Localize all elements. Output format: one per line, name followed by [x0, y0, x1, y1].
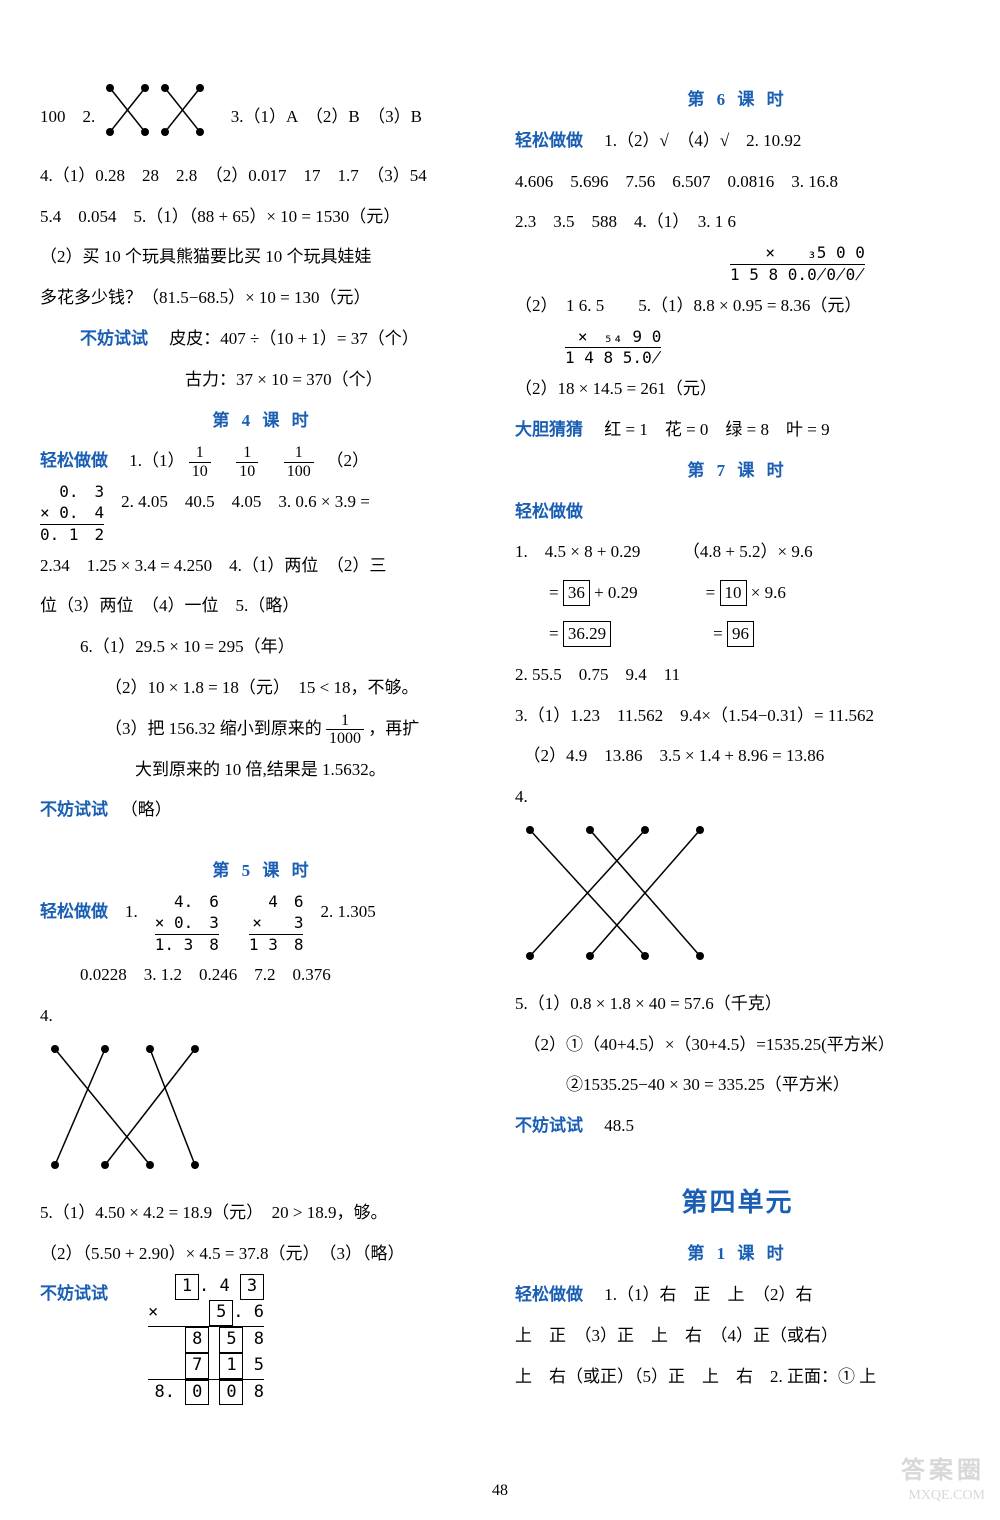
try-it-label: 不妨试试 — [40, 800, 108, 819]
text: 0.0228 3. 1.2 0.246 7.2 0.376 — [40, 955, 485, 996]
text: 1.（1） — [112, 451, 184, 470]
text: 5.4 0.054 5.（1）（88 + 65）× 10 = 1530（元） — [40, 197, 485, 238]
try-it-2: 不妨试试 （略） — [40, 790, 485, 831]
lesson-5-title: 第 5 课 时 — [40, 851, 485, 892]
text: 2.3 3.5 588 4.（1） 3. 1 6 — [515, 202, 960, 243]
watermark-line2: MXQE.COM — [901, 1487, 985, 1505]
boxed-line: = 36.29 = 96 — [515, 614, 960, 655]
fraction: 110 — [189, 444, 211, 480]
text: 红 = 1 花 = 0 绿 = 8 叶 = 9 — [587, 420, 829, 439]
line-1: 100 2. 3.（1）A （2）B （3）B — [40, 80, 485, 156]
text: 100 2. — [40, 107, 95, 126]
easy-do-label: 轻松做做 — [40, 892, 108, 933]
fraction: 110 — [236, 444, 258, 480]
lesson-5-q1: 轻松做做 1. 4. 6 × 0. 3 1. 3 8 4 6 × 3 1 3 8… — [40, 892, 485, 955]
text: 皮皮：407 ÷（10 + 1）= 37（个） — [152, 329, 419, 348]
text: 4. — [515, 777, 960, 818]
text: （2） — [318, 451, 369, 470]
lesson-6-title: 第 6 课 时 — [515, 80, 960, 121]
text: （2）18 × 14.5 = 261（元） — [515, 369, 960, 410]
boxed-multiplication: 1. 4 3 × 5. 6 8 5 8 7 1 5 8. 0 0 8 — [148, 1274, 264, 1405]
right-column: 第 6 课 时 轻松做做 1.（2）√ （4）√ 2. 10.92 4.606 … — [515, 80, 960, 1405]
fraction: 11000 — [326, 712, 364, 748]
vertical-multiplication: 4. 6 × 0. 3 1. 3 8 — [155, 892, 219, 955]
text: （2）4.9 13.86 3.5 × 1.4 + 8.96 = 13.86 — [515, 736, 960, 777]
watermark: 答案圈 MXQE.COM — [901, 1456, 985, 1505]
text: ②1535.25−40 × 30 = 335.25（平方米） — [515, 1065, 960, 1106]
text: （2）（5.50 + 2.90）× 4.5 = 37.8（元） （3）（略） — [40, 1234, 485, 1275]
try-it-label: 不妨试试 — [80, 329, 148, 348]
try-it-1: 不妨试试 皮皮：407 ÷（10 + 1）= 37（个） — [40, 319, 485, 360]
lesson-4-q1: 轻松做做 1.（1） 110 110 1100 （2） — [40, 441, 485, 482]
text: 1. — [108, 892, 155, 933]
text: 2.34 1.25 × 3.4 = 4.250 4.（1）两位 （2）三 — [40, 546, 485, 587]
try-it-label: 不妨试试 — [40, 1274, 108, 1315]
cross-diagram-small — [100, 80, 210, 156]
try-it-3: 不妨试试 1. 4 3 × 5. 6 8 5 8 7 1 5 8. 0 0 8 — [40, 1274, 485, 1405]
text: （2）①（40+4.5）×（30+4.5）=1535.25(平方米） — [515, 1025, 960, 1066]
lesson-4-title: 第 4 课 时 — [40, 401, 485, 442]
left-column: 100 2. 3.（1）A （2）B （3）B 4.（1）0.28 28 2.8… — [40, 80, 485, 1405]
text: 1.（2）√ （4）√ 2. 10.92 — [587, 131, 801, 150]
cross-diagram-5 — [40, 1037, 485, 1193]
text: 3.（1）A （2）B （3）B — [214, 107, 422, 126]
lesson-6-line: 轻松做做 1.（2）√ （4）√ 2. 10.92 — [515, 121, 960, 162]
fraction: 1100 — [284, 444, 314, 480]
boxed-line: = 36 + 0.29 = 10 × 9.6 — [515, 573, 960, 614]
text: 4.（1）0.28 28 2.8 （2）0.017 17 1.7 （3）54 — [40, 156, 485, 197]
text: 位（3）两位 （4）一位 5.（略） — [40, 586, 485, 627]
text: 1. 4.5 × 8 + 0.29 （4.8 + 5.2）× 9.6 — [515, 532, 960, 573]
text: 上 正 （3）正 上 右 （4）正（或右） — [515, 1316, 960, 1357]
text: 大到原来的 10 倍,结果是 1.5632。 — [40, 750, 485, 791]
try-it-4: 不妨试试 48.5 — [515, 1106, 960, 1147]
easy-do-label: 轻松做做 — [515, 1285, 583, 1304]
text: 1.（1）右 正 上 （2）右 — [587, 1285, 812, 1304]
easy-do-label: 轻松做做 — [40, 451, 108, 470]
watermark-line1: 答案圈 — [901, 1456, 985, 1487]
text: 3.（1）1.23 11.562 9.4×（1.54−0.31）= 11.562 — [515, 696, 960, 737]
text: 上 右（或正）（5）正 上 右 2. 正面：① 上 — [515, 1357, 960, 1398]
text-with-fraction: （3）把 156.32 缩小到原来的 11000 ，再扩 — [40, 709, 485, 750]
text: 6.（1）29.5 × 10 = 295（年） — [40, 627, 485, 668]
vertical-multiplication: 0. 3 × 0. 4 0. 1 2 — [40, 482, 104, 545]
try-it-label: 不妨试试 — [515, 1116, 583, 1135]
guess-label: 大胆猜猜 — [515, 420, 583, 439]
text: 5.（1）4.50 × 4.2 = 18.9（元） 20 > 18.9，够。 — [40, 1193, 485, 1234]
text: （略） — [112, 800, 172, 819]
text: （2）买 10 个玩具熊猫要比买 10 个玩具娃娃 — [40, 237, 485, 278]
unit-4-title: 第四单元 — [515, 1172, 960, 1234]
text — [263, 451, 280, 470]
text: （2）10 × 1.8 = 18（元） 15 < 18，不够。 — [40, 668, 485, 709]
vertical-multiplication: 4 6 × 3 1 3 8 — [249, 892, 304, 955]
vertical-multiplication: × ₅₄ 9 01 4 8 5.0̸ — [565, 327, 661, 370]
easy-do-label: 轻松做做 — [515, 131, 583, 150]
text: 2. 1.305 — [303, 892, 375, 933]
text: 2. 4.05 40.5 4.05 3. 0.6 × 3.9 = — [104, 482, 370, 523]
cross-diagram-7 — [515, 818, 960, 984]
bold-guess: 大胆猜猜 红 = 1 花 = 0 绿 = 8 叶 = 9 — [515, 410, 960, 451]
vertical-multiplication: × ₃5 0 01 5 8 0.0̸0̸0̸ — [730, 243, 865, 286]
text: 48.5 — [587, 1116, 634, 1135]
text: 4.606 5.696 7.56 6.507 0.0816 3. 16.8 — [515, 162, 960, 203]
text: 2. 55.5 0.75 9.4 11 — [515, 655, 960, 696]
easy-do-label: 轻松做做 — [515, 492, 960, 533]
lesson-7-title: 第 7 课 时 — [515, 451, 960, 492]
lesson-u4-1-title: 第 1 课 时 — [515, 1234, 960, 1275]
page-content: 100 2. 3.（1）A （2）B （3）B 4.（1）0.28 28 2.8… — [0, 0, 1000, 1435]
text: 古力：37 × 10 = 370（个） — [40, 360, 485, 401]
page-number: 48 — [0, 1482, 1000, 1500]
text: 4. — [40, 996, 485, 1037]
text: （2） 1 6. 5 5.（1）8.8 × 0.95 = 8.36（元） — [515, 286, 960, 327]
text — [215, 451, 232, 470]
unit4-line: 轻松做做 1.（1）右 正 上 （2）右 — [515, 1275, 960, 1316]
vertical-mult-row: 0. 3 × 0. 4 0. 1 2 2. 4.05 40.5 4.05 3. … — [40, 482, 485, 545]
text: 5.（1）0.8 × 1.8 × 40 = 57.6（千克） — [515, 984, 960, 1025]
text: 多花多少钱？（81.5−68.5）× 10 = 130（元） — [40, 278, 485, 319]
